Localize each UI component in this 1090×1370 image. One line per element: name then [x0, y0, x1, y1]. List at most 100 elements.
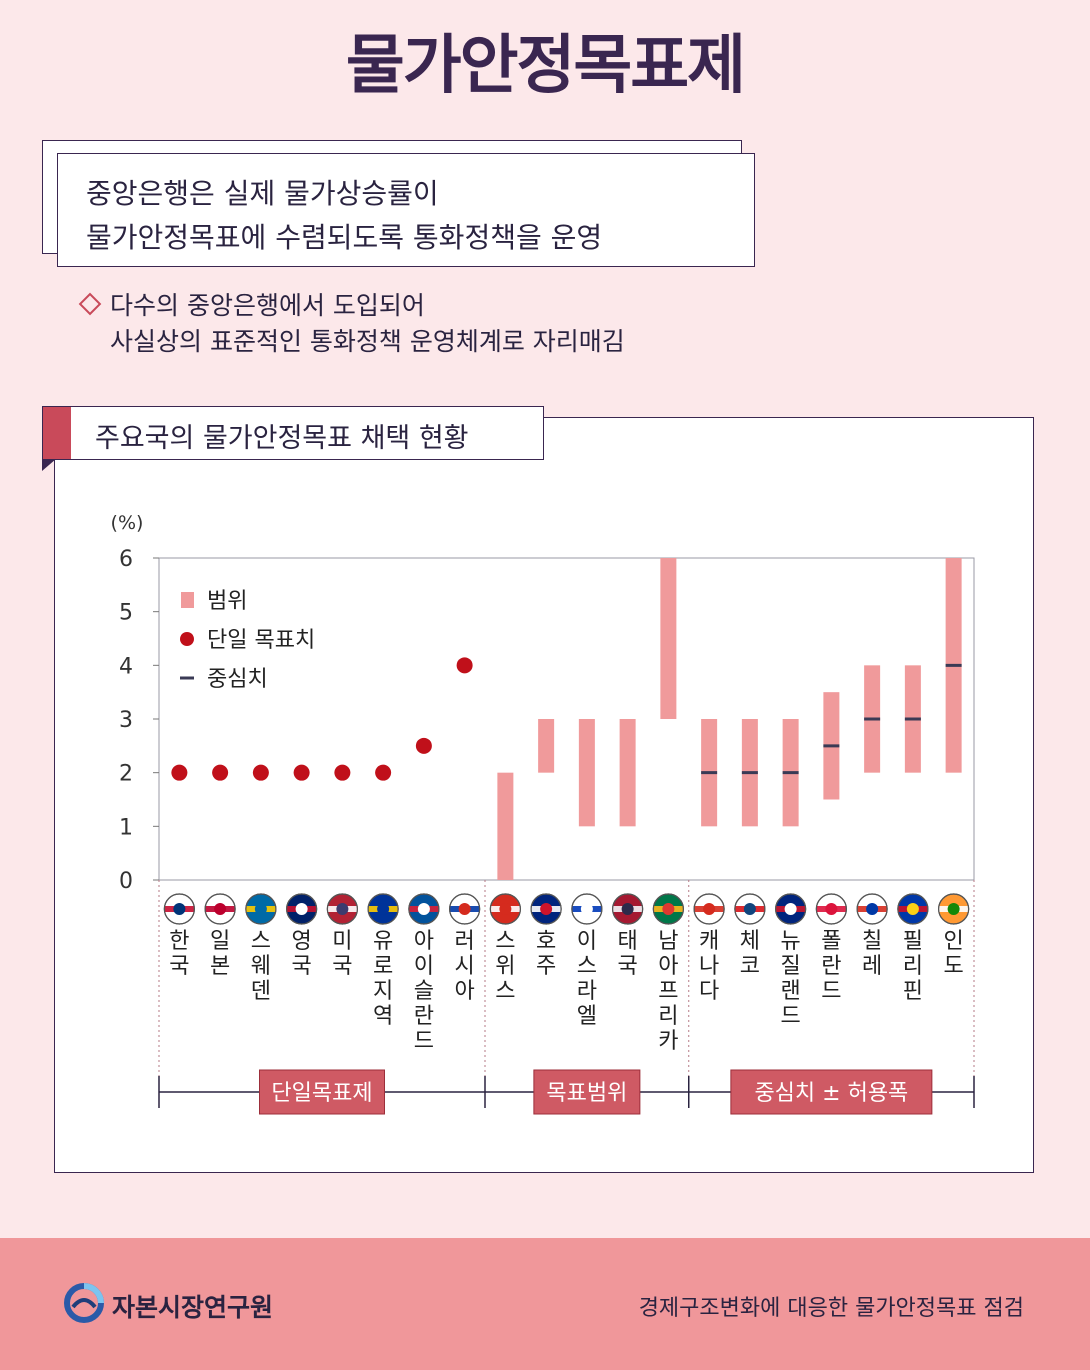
target-point — [334, 764, 351, 781]
flag-in-icon — [938, 893, 970, 925]
y-tick-label: 5 — [119, 601, 133, 626]
flag-ring — [734, 893, 766, 925]
target-point — [252, 764, 269, 781]
y-tick-label: 1 — [119, 815, 133, 840]
flag-emblem — [377, 903, 390, 915]
flag-emblem — [499, 903, 512, 915]
flag-ring — [367, 893, 399, 925]
bullet-note: 다수의 중앙은행에서 도입되어 사실상의 표준적인 통화정책 운영체계로 자리매… — [78, 288, 978, 360]
flag-se-icon — [245, 893, 277, 925]
page-title: 물가안정목표제 — [345, 29, 746, 103]
flag-emblem — [703, 903, 716, 915]
flag-il-icon — [571, 893, 603, 925]
flag-eu-icon — [367, 893, 399, 925]
flag-au-icon — [530, 893, 562, 925]
flag-emblem — [866, 903, 879, 915]
flag-ring — [815, 893, 847, 925]
flag-ring — [775, 893, 807, 925]
flag-emblem — [173, 903, 186, 915]
y-tick-label: 6 — [119, 547, 133, 572]
flag-th-icon — [612, 893, 644, 925]
flag-ph-icon — [897, 893, 929, 925]
flag-emblem — [458, 903, 471, 915]
chart-title-accent — [43, 407, 71, 459]
flag-ring — [326, 893, 358, 925]
flag-ring — [163, 893, 195, 925]
plot-area: 0 1 2 3 4 5 6 (%) 한 국 일 본 스 웨 덴 영 국 미 국 유 로 지 역 아 이 슬 란 드 러 시 아 스 위 스 호 주 이 스… — [111, 512, 975, 1115]
bullet-line-1: 다수의 중앙은행에서 도입되어 — [110, 291, 425, 320]
chart-panel: 0 1 2 3 4 5 6 (%) 한 국 일 본 스 웨 덴 영 국 미 국 유 로 지 역 아 이 슬 란 드 러 시 아 스 위 스 호 주 이 스… — [54, 417, 1034, 1173]
flag-emblem — [947, 903, 960, 915]
flag-emblem — [295, 903, 308, 915]
kcmi-logo-icon — [64, 1283, 104, 1323]
source-title: 경제구조변화에 대응한 물가안정목표 점검 — [638, 1296, 1024, 1321]
flag-emblem — [825, 903, 838, 915]
flag-ring — [571, 893, 603, 925]
flag-emblem — [906, 903, 919, 915]
legend-label: 중심치 — [207, 667, 268, 692]
legend-label: 단일 목표치 — [207, 628, 315, 653]
group-label: 목표범위 — [546, 1081, 627, 1106]
flag-is-icon — [408, 893, 440, 925]
org-name: 자본시장연구원 — [112, 1293, 274, 1322]
flag-ring — [489, 893, 521, 925]
target-point — [375, 764, 392, 781]
range-bar — [660, 558, 677, 719]
summary-line-1: 중앙은행은 실제 물가상승률이 — [86, 177, 439, 210]
tab-fold — [42, 459, 56, 471]
flag-gb-icon — [286, 893, 318, 925]
target-point — [456, 657, 473, 674]
flag-ring — [938, 893, 970, 925]
y-tick-label: 0 — [119, 869, 133, 894]
flag-nz-icon — [775, 893, 807, 925]
group-label-box — [259, 1069, 385, 1115]
flag-emblem — [784, 903, 797, 915]
flag-ring — [652, 893, 684, 925]
flag-za-icon — [652, 893, 684, 925]
flag-ring — [449, 893, 481, 925]
flag-ca-icon — [693, 893, 725, 925]
range-bar — [538, 719, 555, 773]
flag-ring — [245, 893, 277, 925]
target-point — [293, 764, 310, 781]
chart-title: 주요국의 물가안정목표 채택 현황 — [95, 423, 469, 454]
y-tick-label: 3 — [119, 708, 133, 733]
y-tick-label: 2 — [119, 762, 133, 787]
legend-range-swatch — [181, 592, 194, 608]
y-tick-label: 4 — [119, 654, 133, 679]
target-point — [415, 737, 432, 754]
flag-kr-icon — [163, 893, 195, 925]
target-point — [212, 764, 229, 781]
flag-us-icon — [326, 893, 358, 925]
range-bar — [619, 719, 636, 827]
flag-ring — [286, 893, 318, 925]
flag-ring — [530, 893, 562, 925]
footer-bar — [0, 1238, 1090, 1370]
flag-pl-icon — [815, 893, 847, 925]
plot-frame — [158, 557, 975, 881]
summary-line-2: 물가안정목표에 수렴되도록 통화정책을 운영 — [86, 221, 603, 254]
flag-emblem — [540, 903, 553, 915]
flag-ring — [612, 893, 644, 925]
group-label: 중심치 ± 허용폭 — [754, 1081, 908, 1106]
flag-emblem — [417, 903, 430, 915]
flag-ring — [408, 893, 440, 925]
